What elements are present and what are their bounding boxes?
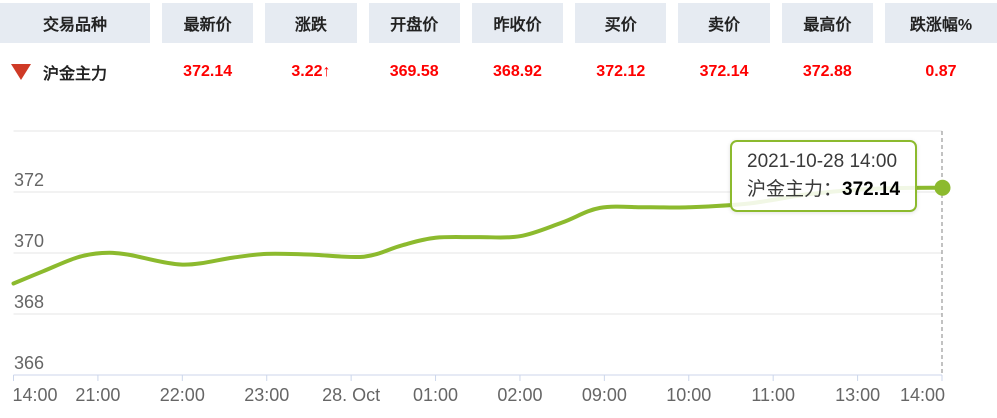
column-header-7: 最高价 (781, 3, 873, 43)
svg-text:22:00: 22:00 (160, 385, 205, 405)
svg-text:13:00: 13:00 (835, 385, 880, 405)
quote-table-header-row: 交易品种 最新价 涨跌 开盘价 昨收价 买价 卖价 最高价 跌涨幅% (0, 3, 997, 43)
tooltip-datetime: 2021-10-28 14:00 (747, 151, 898, 172)
svg-text:02:00: 02:00 (497, 385, 542, 405)
svg-text:10:00: 10:00 (666, 385, 711, 405)
svg-text:366: 366 (14, 353, 44, 373)
svg-text:11:00: 11:00 (751, 385, 795, 405)
svg-text:368: 368 (14, 292, 44, 312)
red-down-triangle-icon[interactable] (11, 64, 31, 80)
column-header-8: 跌涨幅% (884, 3, 997, 43)
quote-value-3: 369.58 (389, 63, 439, 80)
svg-text:14:00: 14:00 (13, 385, 58, 405)
column-header-1: 最新价 (162, 3, 254, 43)
contract-name: 沪金主力 (43, 66, 108, 83)
x-axis-labels: 14:00 21:00 22:00 23:00 28. Oct 01:00 02:00 09:… (13, 385, 946, 405)
column-header-2: 涨跌 (265, 3, 357, 43)
contract-cell: 沪金主力 (0, 52, 150, 92)
chart-tooltip: 2021-10-28 14:00 沪金主力：372.14 (730, 140, 918, 212)
quote-value-6: 372.14 (699, 63, 749, 80)
futures-quote-table: 交易品种 最新价 涨跌 开盘价 昨收价 买价 卖价 最高价 跌涨幅% 沪金主力 372.14 3.… (0, 0, 997, 92)
tooltip-series-label: 沪金主力： (747, 179, 843, 200)
svg-text:23:00: 23:00 (244, 385, 289, 405)
svg-text:370: 370 (14, 231, 44, 251)
column-header-5: 买价 (575, 3, 667, 43)
y-axis-labels: 366 368 370 372 (14, 170, 44, 373)
svg-text:14:00: 14:00 (900, 385, 945, 405)
column-header-3: 开盘价 (368, 3, 460, 43)
quote-row-hujin[interactable]: 沪金主力 372.14 3.22↑ 369.58 368.92 372.12 372.14… (0, 52, 997, 92)
gridlines (13, 130, 942, 315)
tooltip-value: 372.14 (842, 179, 901, 200)
column-header-6: 卖价 (678, 3, 770, 43)
last-point-marker (934, 179, 951, 196)
column-header-0: 交易品种 (0, 3, 150, 43)
quote-value-2: 3.22↑ (291, 63, 331, 80)
quote-value-7: 372.88 (802, 63, 852, 80)
quote-value-4: 368.92 (493, 63, 542, 80)
price-chart: 366 368 370 372 14:00 21:00 22:00 23:00 28. Oct 0… (0, 130, 997, 418)
tooltip-series-value: 沪金主力：372.14 (747, 176, 900, 204)
svg-text:09:00: 09:00 (582, 385, 627, 405)
quote-value-8: 0.87 (925, 63, 957, 80)
svg-text:01:00: 01:00 (413, 385, 458, 405)
svg-text:372: 372 (14, 170, 44, 190)
x-axis-ticks (13, 375, 943, 381)
column-header-4: 昨收价 (471, 3, 564, 43)
quote-value-5: 372.12 (596, 63, 646, 80)
quote-value-1: 372.14 (183, 63, 233, 80)
svg-text:21:00: 21:00 (75, 385, 120, 405)
svg-text:28. Oct: 28. Oct (322, 385, 380, 405)
